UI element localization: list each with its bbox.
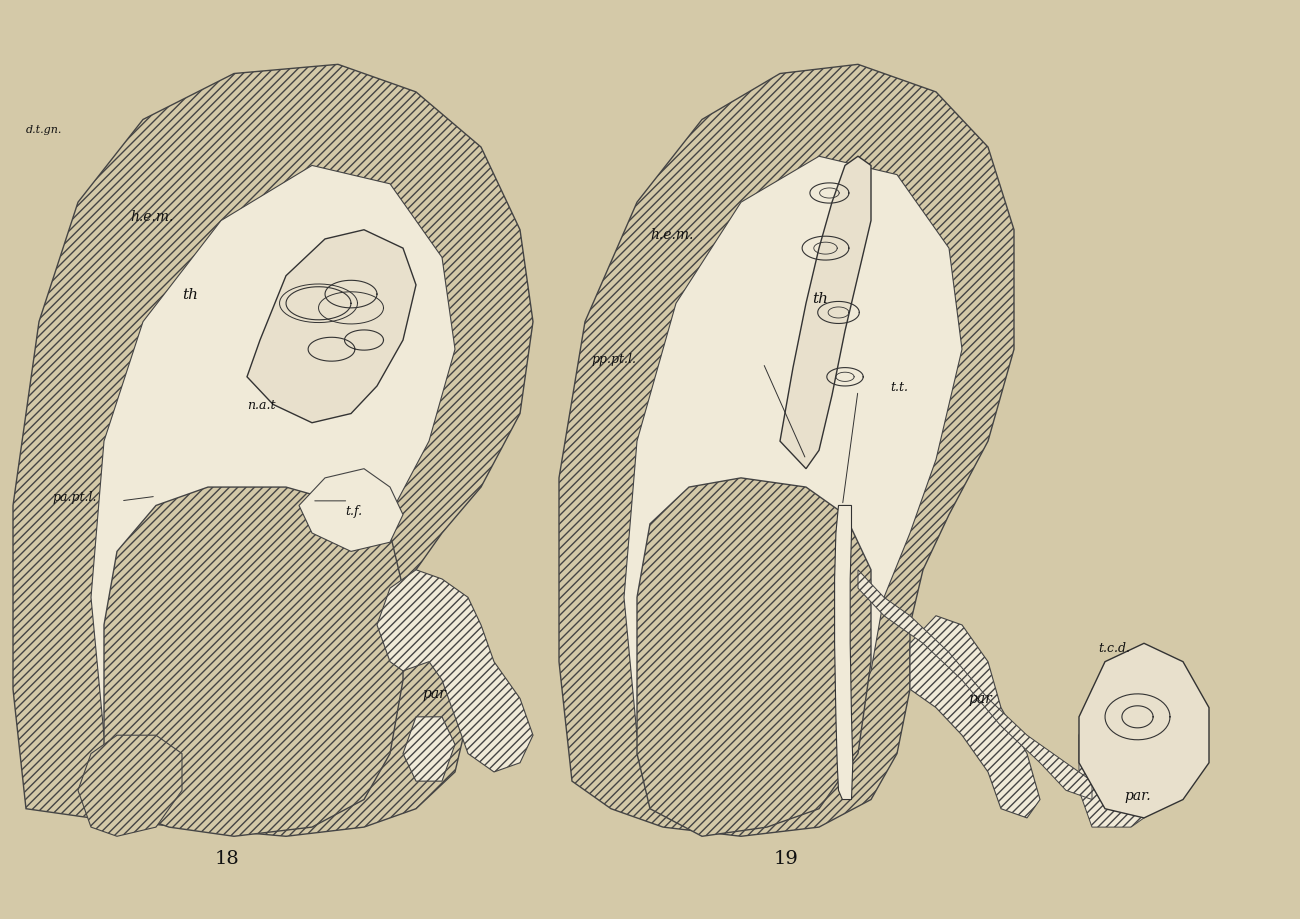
Text: h.e.m.: h.e.m.: [650, 228, 693, 242]
Text: t.f.: t.f.: [346, 505, 363, 517]
Polygon shape: [247, 230, 416, 423]
Text: d.t.gn.: d.t.gn.: [26, 125, 62, 135]
Polygon shape: [559, 64, 1014, 836]
Polygon shape: [299, 469, 403, 551]
Text: par: par: [422, 687, 446, 701]
Polygon shape: [377, 570, 533, 772]
Text: n.a.t: n.a.t: [247, 399, 276, 412]
Polygon shape: [780, 156, 871, 469]
Text: par: par: [968, 692, 992, 706]
Text: 19: 19: [774, 850, 800, 868]
Text: pp.pt.l.: pp.pt.l.: [592, 353, 637, 366]
Polygon shape: [910, 616, 1040, 818]
Polygon shape: [13, 64, 533, 836]
Text: h.e.m.: h.e.m.: [130, 210, 173, 223]
Text: th: th: [812, 292, 828, 306]
Polygon shape: [104, 487, 403, 836]
Text: pa.pt.l.: pa.pt.l.: [52, 491, 96, 504]
Text: 18: 18: [214, 850, 240, 868]
Polygon shape: [403, 717, 455, 781]
Polygon shape: [858, 570, 1092, 800]
Polygon shape: [835, 505, 853, 800]
Polygon shape: [637, 478, 871, 836]
Polygon shape: [91, 165, 455, 781]
Polygon shape: [78, 735, 182, 836]
Text: t.t.: t.t.: [891, 380, 909, 393]
Polygon shape: [1079, 662, 1183, 827]
Polygon shape: [1079, 643, 1209, 818]
Text: th: th: [182, 288, 198, 301]
Polygon shape: [624, 156, 962, 790]
Text: par.: par.: [1124, 789, 1150, 802]
Text: t.c.d.: t.c.d.: [1098, 642, 1131, 655]
